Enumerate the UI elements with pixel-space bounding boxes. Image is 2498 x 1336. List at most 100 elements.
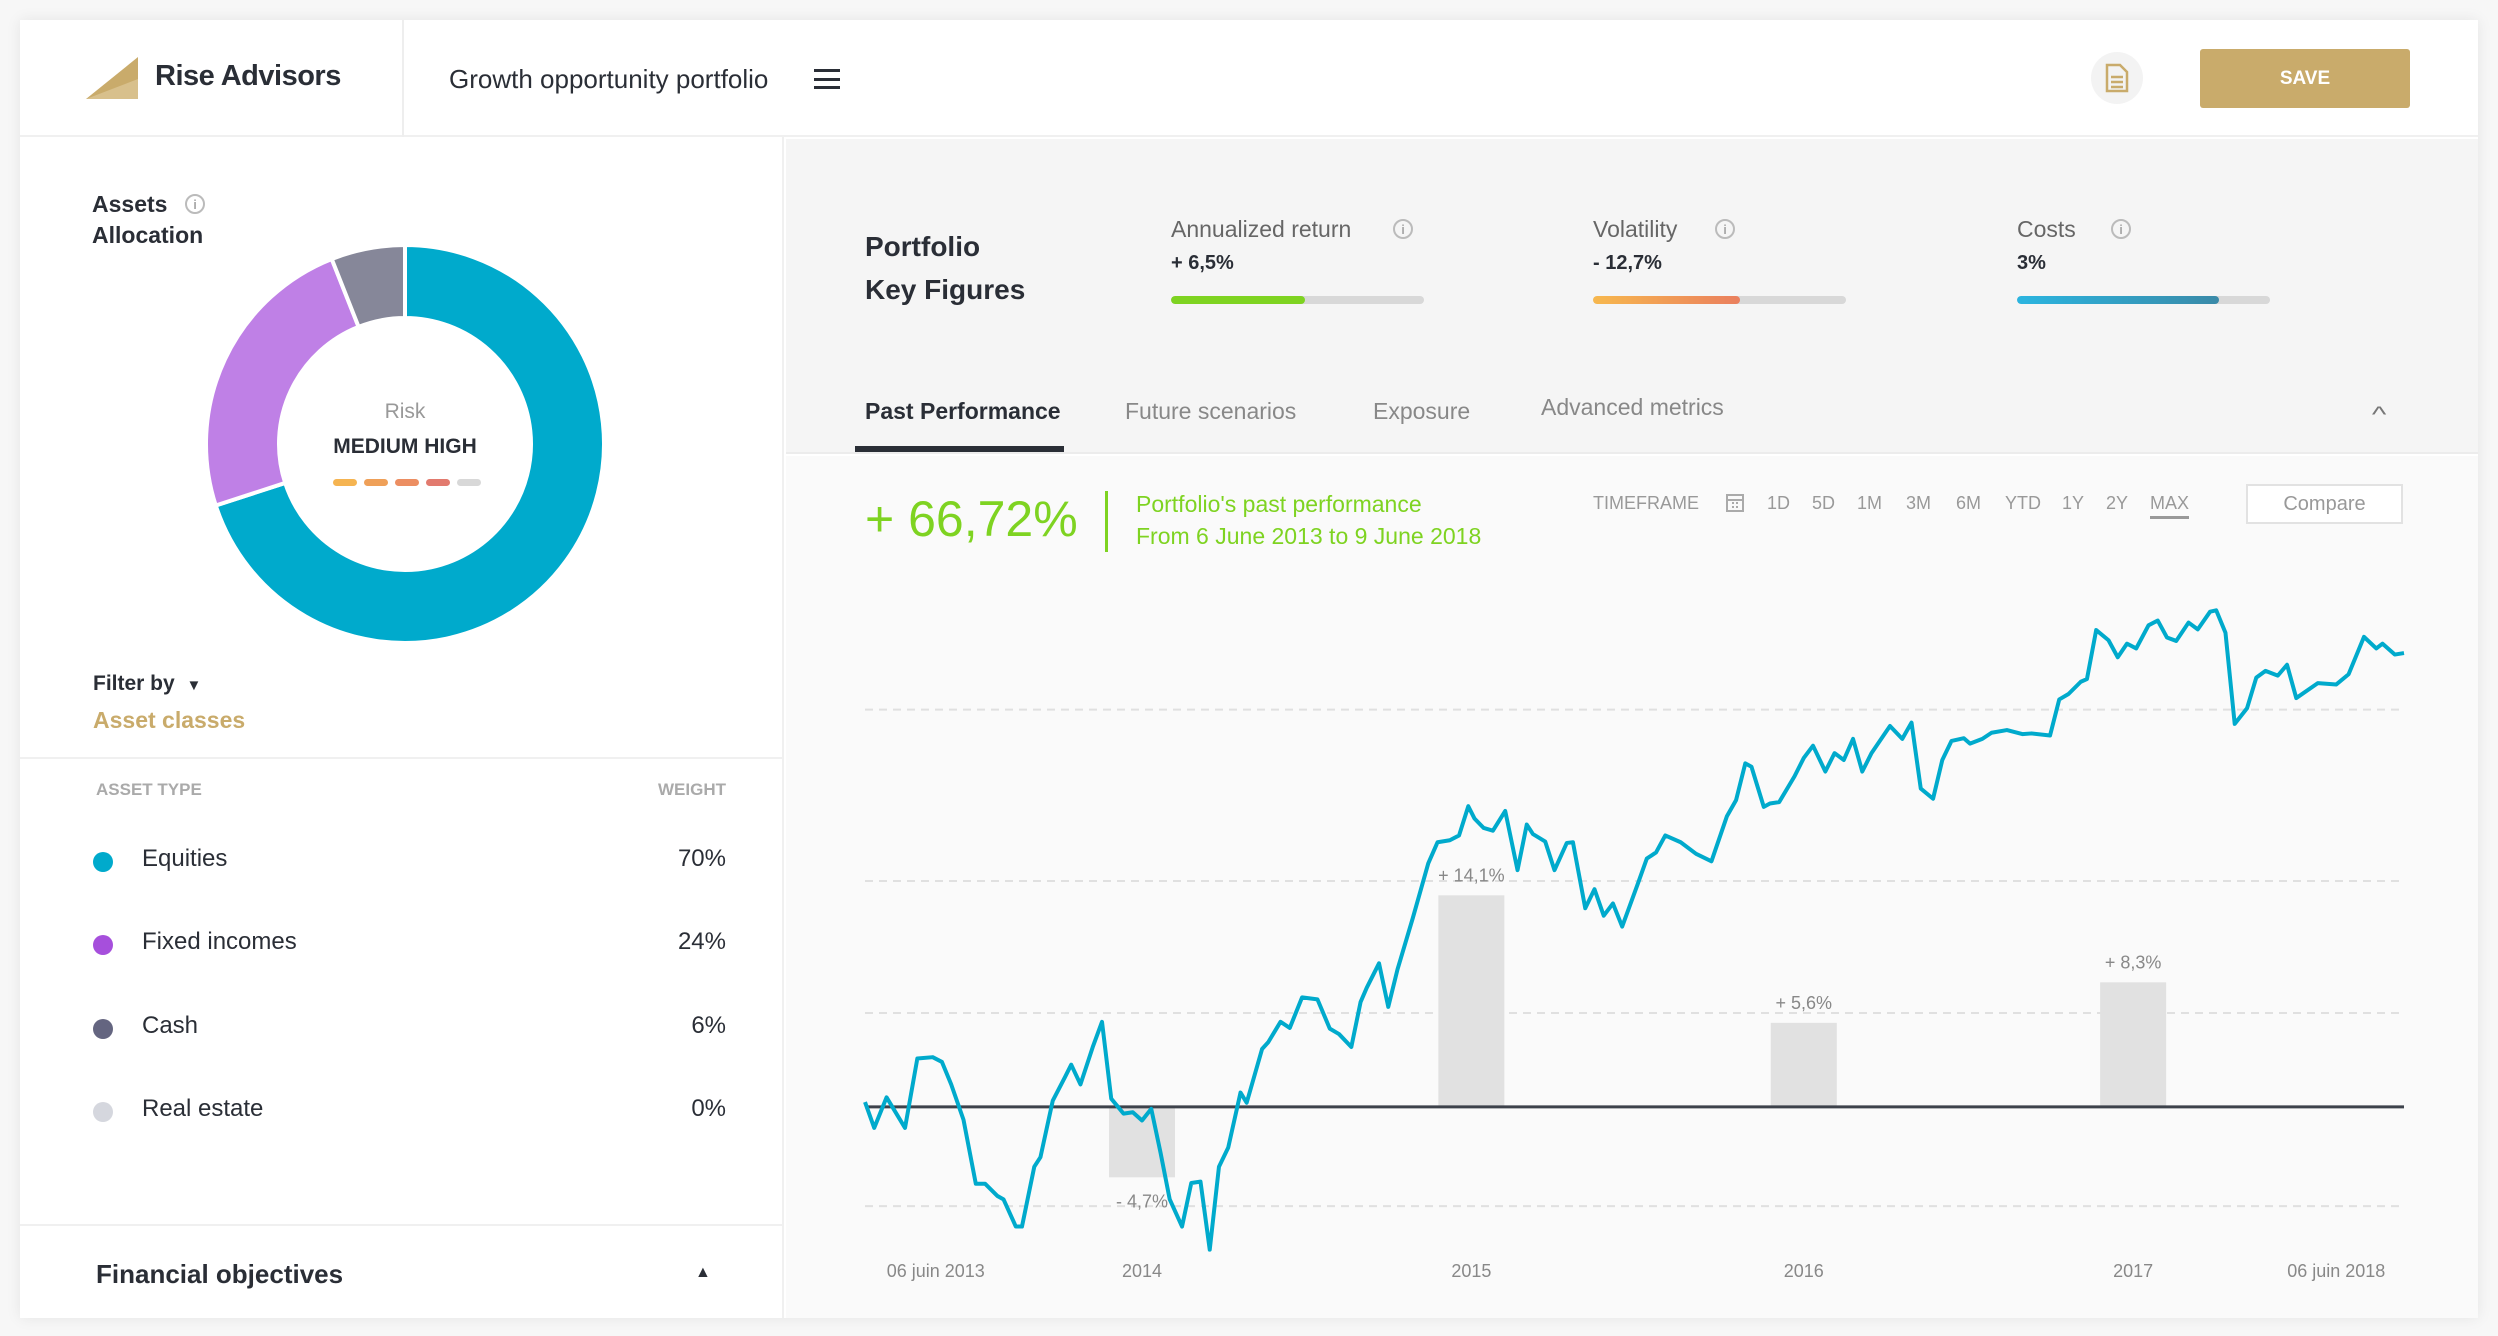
- info-icon[interactable]: i: [1393, 219, 1413, 239]
- info-icon[interactable]: i: [2111, 219, 2131, 239]
- risk-dash: [426, 479, 450, 486]
- key-figure-value: - 12,7%: [1593, 252, 1662, 274]
- donut-slice-fixed-incomes[interactable]: [205, 256, 362, 509]
- filter-label: Filter by: [93, 672, 175, 695]
- risk-value: MEDIUM HIGH: [333, 435, 477, 458]
- timeframe-1y[interactable]: 1Y: [2062, 493, 2085, 513]
- key-figure-bar: [1171, 296, 1424, 304]
- asset-color-dot: [93, 1102, 113, 1122]
- asset-type-label: Equities: [142, 845, 228, 872]
- collapse-chevron-icon[interactable]: ^: [2371, 402, 2387, 427]
- collapse-arrow-icon[interactable]: ▲: [695, 1264, 711, 1281]
- asset-weight: 24%: [677, 928, 726, 955]
- document-button[interactable]: [2091, 52, 2143, 104]
- x-tick-label: 2017: [2113, 1261, 2153, 1281]
- x-tick-label: 06 juin 2013: [887, 1261, 985, 1281]
- tab-past-performance[interactable]: Past Performance: [865, 398, 1061, 424]
- annual-return-label: + 5,6%: [1776, 993, 1833, 1013]
- timeframe-max[interactable]: MAX: [2150, 493, 2190, 519]
- total-performance: + 66,72%: [865, 491, 1078, 547]
- calendar-icon[interactable]: [1726, 492, 1744, 512]
- key-figure-bar-fill: [1171, 296, 1306, 304]
- timeframe-3m[interactable]: 3M: [1906, 493, 1932, 513]
- x-tick-label: 2014: [1122, 1261, 1162, 1281]
- portfolio-title: Growth opportunity portfolio: [449, 64, 769, 94]
- divider: [1105, 491, 1108, 552]
- performance-section: [786, 456, 2478, 1318]
- asset-weight: 0%: [691, 1095, 726, 1122]
- tab-exposure[interactable]: Exposure: [1373, 398, 1471, 424]
- key-figure-label: Costs: [2017, 216, 2076, 242]
- logo-icon: [86, 57, 138, 99]
- annual-return-label: - 4,7%: [1116, 1191, 1168, 1211]
- brand-name: Rise Advisors: [155, 60, 341, 92]
- allocation-donut-chart: [205, 244, 605, 644]
- donut-slice-cash[interactable]: [329, 244, 407, 330]
- key-figure-label: Annualized return: [1171, 216, 1352, 242]
- key-figure-bar: [1593, 296, 1846, 304]
- performance-range: From 6 June 2013 to 9 June 2018: [1136, 523, 1482, 549]
- menu-icon[interactable]: [814, 69, 840, 89]
- timeframe-2y[interactable]: 2Y: [2106, 493, 2129, 513]
- asset-color-dot: [93, 852, 113, 872]
- info-icon[interactable]: i: [1715, 219, 1735, 239]
- key-figure-value: 3%: [2017, 252, 2046, 274]
- key-figure-value: + 6,5%: [1171, 252, 1234, 274]
- series-line-portfolio: [863, 608, 2405, 1252]
- asset-color-dot: [93, 1019, 113, 1039]
- key-figure-bar-fill: [1593, 296, 1740, 304]
- save-button[interactable]: SAVE: [2200, 49, 2410, 108]
- tab-advanced-metrics[interactable]: Advanced metrics: [1541, 394, 1724, 420]
- info-icon[interactable]: i: [185, 194, 205, 214]
- col-asset-type: ASSET TYPE: [96, 780, 202, 799]
- timeframe-ytd[interactable]: YTD: [2005, 493, 2041, 513]
- annual-return-bar: [1438, 895, 1505, 1107]
- key-figure-bar-fill: [2017, 296, 2220, 304]
- active-tab-indicator: [855, 446, 1064, 452]
- risk-dash: [364, 479, 388, 486]
- col-weight: WEIGHT: [658, 780, 726, 799]
- asset-weight: 70%: [677, 845, 726, 872]
- key-figure-bar: [2017, 296, 2270, 304]
- timeframe-label: TIMEFRAME: [1593, 493, 1699, 513]
- filter-by-dropdown[interactable]: Filter by ▼: [93, 672, 201, 696]
- annual-return-bar: [1770, 1022, 1837, 1107]
- asset-type-label: Real estate: [142, 1095, 264, 1122]
- annual-return-label: + 8,3%: [2105, 952, 2162, 972]
- annual-return-label: + 14,1%: [1438, 865, 1505, 885]
- x-tick-label: 2015: [1451, 1261, 1491, 1281]
- risk-dash: [395, 479, 419, 486]
- header-divider: [402, 20, 404, 137]
- asset-color-dot: [93, 935, 113, 955]
- timeframe-6m[interactable]: 6M: [1956, 493, 1982, 513]
- x-tick-label: 06 juin 2018: [2287, 1261, 2385, 1281]
- x-tick-label: 2016: [1784, 1261, 1824, 1281]
- financial-objectives-title[interactable]: Financial objectives: [96, 1259, 344, 1289]
- filter-value[interactable]: Asset classes: [93, 707, 246, 733]
- caret-down-icon: ▼: [186, 677, 202, 694]
- timeframe-5d[interactable]: 5D: [1812, 493, 1836, 513]
- key-figure-label: Volatility: [1593, 216, 1678, 242]
- key-figures-title: Portfolio Key Figures: [865, 225, 1025, 311]
- timeframe-1d[interactable]: 1D: [1767, 493, 1791, 513]
- compare-button[interactable]: Compare: [2246, 484, 2403, 524]
- timeframe-1m[interactable]: 1M: [1857, 493, 1883, 513]
- donut-slice-equities[interactable]: [213, 244, 605, 644]
- risk-label: Risk: [384, 400, 426, 423]
- risk-dash: [457, 479, 481, 486]
- performance-chart: - 4,7% + 14,1% + 5,6% + 8,3% 06 juin 2013 201…: [863, 608, 2405, 1281]
- asset-weight: 6%: [691, 1012, 726, 1039]
- key-figures-title-2: Key Figures: [865, 274, 1026, 305]
- top-header: [20, 20, 2478, 137]
- divider: [20, 1224, 784, 1226]
- allocation-panel: [20, 137, 784, 1318]
- asset-type-label: Fixed incomes: [142, 928, 297, 955]
- divider: [20, 757, 784, 759]
- risk-dash: [333, 479, 357, 486]
- document-icon: [2105, 63, 2129, 93]
- asset-type-label: Cash: [142, 1012, 199, 1039]
- tab-future-scenarios[interactable]: Future scenarios: [1125, 398, 1297, 424]
- annual-return-bar: [2100, 982, 2167, 1107]
- key-figures-title-1: Portfolio: [865, 231, 981, 262]
- allocation-title-1: Assets: [92, 191, 168, 217]
